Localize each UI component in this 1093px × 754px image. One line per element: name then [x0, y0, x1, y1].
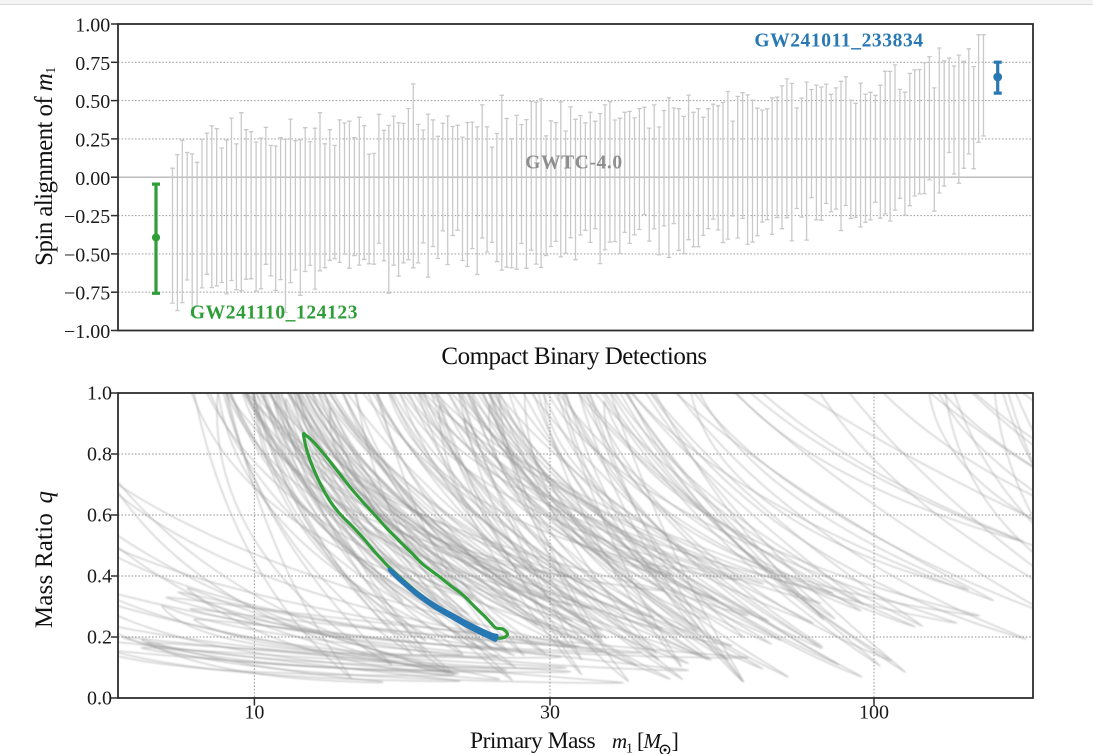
svg-text:GW241011_233834: GW241011_233834 — [754, 31, 923, 52]
svg-text:M: M — [643, 729, 663, 753]
svg-text:0.4: 0.4 — [87, 566, 112, 588]
svg-text:0.2: 0.2 — [87, 627, 112, 649]
svg-text:−0.25: −0.25 — [64, 206, 110, 228]
svg-text:−0.50: −0.50 — [64, 244, 110, 266]
svg-text:Primary Mass: Primary Mass — [470, 728, 596, 754]
svg-text:GWTC-4.0: GWTC-4.0 — [525, 153, 622, 174]
svg-text:Spin alignment of m1: Spin alignment of m1 — [31, 67, 59, 266]
svg-text:0.00: 0.00 — [75, 168, 110, 190]
svg-text:1.00: 1.00 — [75, 15, 110, 37]
svg-text:0.8: 0.8 — [87, 444, 112, 466]
svg-text:0.25: 0.25 — [75, 129, 110, 151]
svg-text:GW241110_124123: GW241110_124123 — [190, 303, 358, 324]
svg-text:]: ] — [672, 728, 679, 753]
svg-text:Compact Binary Detections: Compact Binary Detections — [441, 343, 706, 370]
svg-text:[: [ — [637, 728, 644, 753]
svg-text:0.6: 0.6 — [87, 505, 112, 527]
svg-text:−1.00: −1.00 — [64, 321, 110, 343]
svg-text:0.50: 0.50 — [75, 91, 110, 113]
svg-text:10: 10 — [244, 702, 264, 724]
svg-text:−0.75: −0.75 — [64, 283, 110, 305]
svg-text:1.0: 1.0 — [87, 383, 112, 405]
svg-text:m: m — [612, 729, 627, 753]
svg-text:1: 1 — [626, 742, 633, 754]
svg-text:0.75: 0.75 — [75, 53, 110, 75]
svg-text:Mass Ratio q: Mass Ratio q — [31, 491, 58, 628]
svg-text:100: 100 — [859, 702, 889, 724]
svg-text:30: 30 — [540, 702, 560, 724]
svg-text:0.0: 0.0 — [87, 688, 112, 710]
